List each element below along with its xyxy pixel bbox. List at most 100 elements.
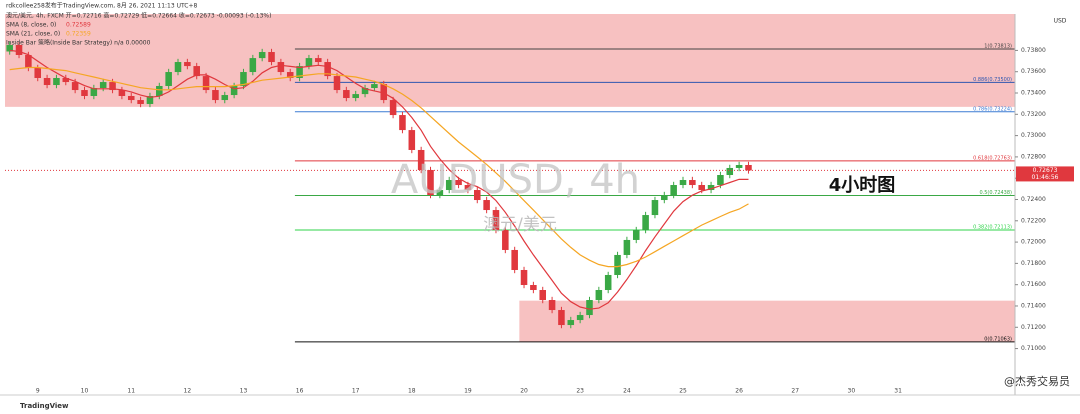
candle-body [427, 169, 434, 196]
x-tick-label: 16 [296, 388, 304, 395]
x-tick-label: 18 [408, 388, 416, 395]
candle-body [707, 185, 715, 191]
candle-body [240, 72, 247, 86]
candle-body [286, 72, 294, 78]
candle-body [230, 85, 238, 96]
candle-body [258, 52, 266, 59]
x-tick-label: 13 [240, 388, 248, 395]
candle-body [670, 185, 677, 196]
x-tick-label: 27 [791, 388, 799, 395]
candle-body [548, 300, 556, 311]
last-price-label: 0.72673 [1033, 167, 1058, 174]
candle-body [642, 215, 649, 231]
candle-body [689, 180, 696, 186]
header-line: rdkcollee258发布于TradingView.com, 8月 26, 2… [6, 2, 197, 10]
fib-label: 0.382(0.72113) [973, 225, 1012, 231]
candle-body [632, 230, 640, 240]
x-tick-label: 24 [623, 388, 631, 395]
y-tick-label: 0.72000 [1021, 239, 1046, 246]
candle-body [717, 175, 724, 186]
candle-body [511, 249, 518, 270]
y-tick-label: 0.72400 [1021, 196, 1046, 203]
candle-body [614, 254, 621, 275]
annotation: 4小时图 [829, 175, 896, 196]
candle-body [558, 310, 565, 326]
account-watermark: @杰秀交易员 [1004, 374, 1070, 388]
candle-body [62, 77, 70, 83]
candle-body [380, 84, 388, 101]
candle-body [71, 82, 79, 91]
sma-line [9, 66, 749, 268]
candle-body [193, 66, 200, 77]
countdown: 01:46:56 [1032, 174, 1059, 181]
candle-body [118, 90, 126, 96]
candle-body [567, 320, 575, 326]
x-tick-label: 17 [352, 388, 360, 395]
candle-body [361, 88, 369, 95]
candle-body [483, 200, 490, 211]
symbol-subtitle: 澳元/美元 [483, 215, 557, 235]
legend-name: SMA (8, close, 0) [6, 22, 56, 29]
x-tick-label: 12 [184, 388, 192, 395]
last-price-tag [1016, 166, 1074, 182]
candle-body [623, 239, 631, 255]
candle-body [15, 44, 23, 55]
symbol-watermark: AUDUSD, 4h [391, 157, 640, 203]
candle-body [296, 66, 303, 78]
candle-body [576, 315, 584, 321]
candle-body [352, 94, 359, 99]
candle-body [492, 210, 500, 231]
candle-body [445, 180, 453, 191]
zone [519, 300, 1015, 342]
x-tick-label: 25 [679, 388, 687, 395]
candle-body [698, 185, 705, 191]
candle-body [249, 58, 257, 73]
candle-body [408, 130, 416, 150]
y-tick-label: 0.73400 [1021, 90, 1046, 97]
candle-body [156, 85, 163, 96]
candle-body [502, 230, 509, 250]
candle-body [333, 76, 341, 91]
y-tick-label: 0.71600 [1021, 281, 1046, 288]
candle-body [455, 180, 462, 186]
candle-body [371, 84, 378, 89]
x-tick-label: 11 [127, 388, 135, 395]
legend-name: SMA (21, close, 0) [6, 31, 60, 38]
y-tick-label: 0.71200 [1021, 324, 1046, 331]
fib-label: 0(0.71063) [984, 336, 1012, 342]
y-tick-label: 0.72800 [1021, 153, 1046, 160]
x-tick-label: 23 [576, 388, 584, 395]
candle-body [315, 58, 322, 63]
x-tick-label: 19 [464, 388, 472, 395]
candle-body [530, 285, 537, 291]
y-tick-label: 0.73600 [1021, 68, 1046, 75]
y-tick-label: 0.72200 [1021, 217, 1046, 224]
x-tick-label: 31 [894, 388, 902, 395]
candle-body [90, 88, 98, 96]
fib-label: 0.5(0.72438) [979, 190, 1012, 196]
fib-label: 0.618(0.72763) [973, 155, 1012, 161]
x-tick-label: 9 [36, 388, 40, 395]
y-tick-label: 0.73000 [1021, 132, 1046, 139]
indicator-legend: Inside Bar 策略(Inside Bar Strategy) n/a 0… [6, 39, 151, 47]
x-tick-label: 20 [520, 388, 528, 395]
candle-body [343, 90, 350, 99]
x-tick-label: 10 [81, 388, 89, 395]
candle-body [595, 290, 603, 301]
y-tick-label: 0.71800 [1021, 260, 1046, 267]
candle-body [679, 180, 687, 186]
candle-body [165, 72, 172, 86]
candle-body [137, 100, 144, 104]
candle-body [604, 274, 612, 291]
candle-body [174, 62, 182, 73]
candle-body [539, 290, 547, 301]
candle-body [212, 90, 219, 101]
y-tick-label: 0.73800 [1021, 47, 1046, 54]
candle-body [473, 190, 481, 201]
candle-body [43, 77, 51, 86]
candle-body [735, 164, 743, 168]
candle-body [184, 62, 191, 67]
candle-body [34, 67, 42, 78]
candle-body [417, 149, 425, 170]
candle-body [520, 269, 528, 286]
